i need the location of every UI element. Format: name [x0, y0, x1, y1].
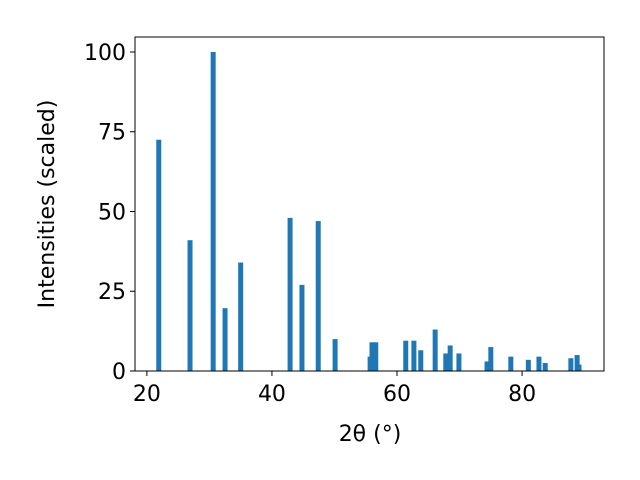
- x-axis-label: 2θ (°): [339, 422, 402, 447]
- y-tick-label: 50: [98, 200, 126, 225]
- y-axis-label: Intensities (scaled): [35, 100, 60, 309]
- bar: [369, 342, 375, 371]
- x-tick-label: 20: [133, 382, 161, 407]
- bar: [299, 284, 305, 371]
- bar: [508, 356, 514, 371]
- y-tick-label: 25: [98, 280, 126, 305]
- bar: [568, 358, 574, 371]
- bar: [525, 359, 531, 371]
- bar: [456, 353, 462, 371]
- x-tick-label: 40: [258, 382, 286, 407]
- bar: [432, 329, 438, 371]
- bar: [332, 339, 338, 371]
- x-tick-label: 60: [383, 382, 411, 407]
- y-tick-label: 100: [84, 41, 126, 66]
- bar: [488, 347, 494, 371]
- bar: [443, 353, 449, 371]
- bar: [403, 340, 409, 371]
- y-tick-label: 75: [98, 121, 126, 146]
- bar: [222, 308, 228, 371]
- y-tick-label: 0: [112, 360, 126, 385]
- x-tick-label: 80: [508, 382, 536, 407]
- bar: [542, 363, 548, 371]
- bar: [418, 350, 424, 371]
- bar: [315, 221, 321, 371]
- axes-frame: [134, 36, 605, 372]
- bar: [447, 345, 453, 371]
- bar: [187, 240, 193, 371]
- bar: [411, 340, 417, 371]
- bar: [576, 364, 582, 371]
- bar: [536, 356, 542, 371]
- bar: [287, 217, 293, 371]
- bar: [574, 355, 580, 371]
- bar: [238, 262, 244, 371]
- bar: [210, 51, 216, 371]
- bar: [156, 139, 162, 371]
- bar: [484, 361, 490, 371]
- bar: [373, 342, 379, 371]
